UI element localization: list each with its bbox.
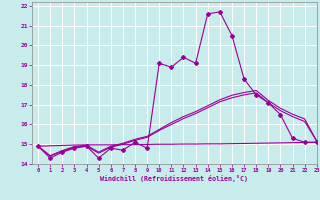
X-axis label: Windchill (Refroidissement éolien,°C): Windchill (Refroidissement éolien,°C) (100, 175, 248, 182)
